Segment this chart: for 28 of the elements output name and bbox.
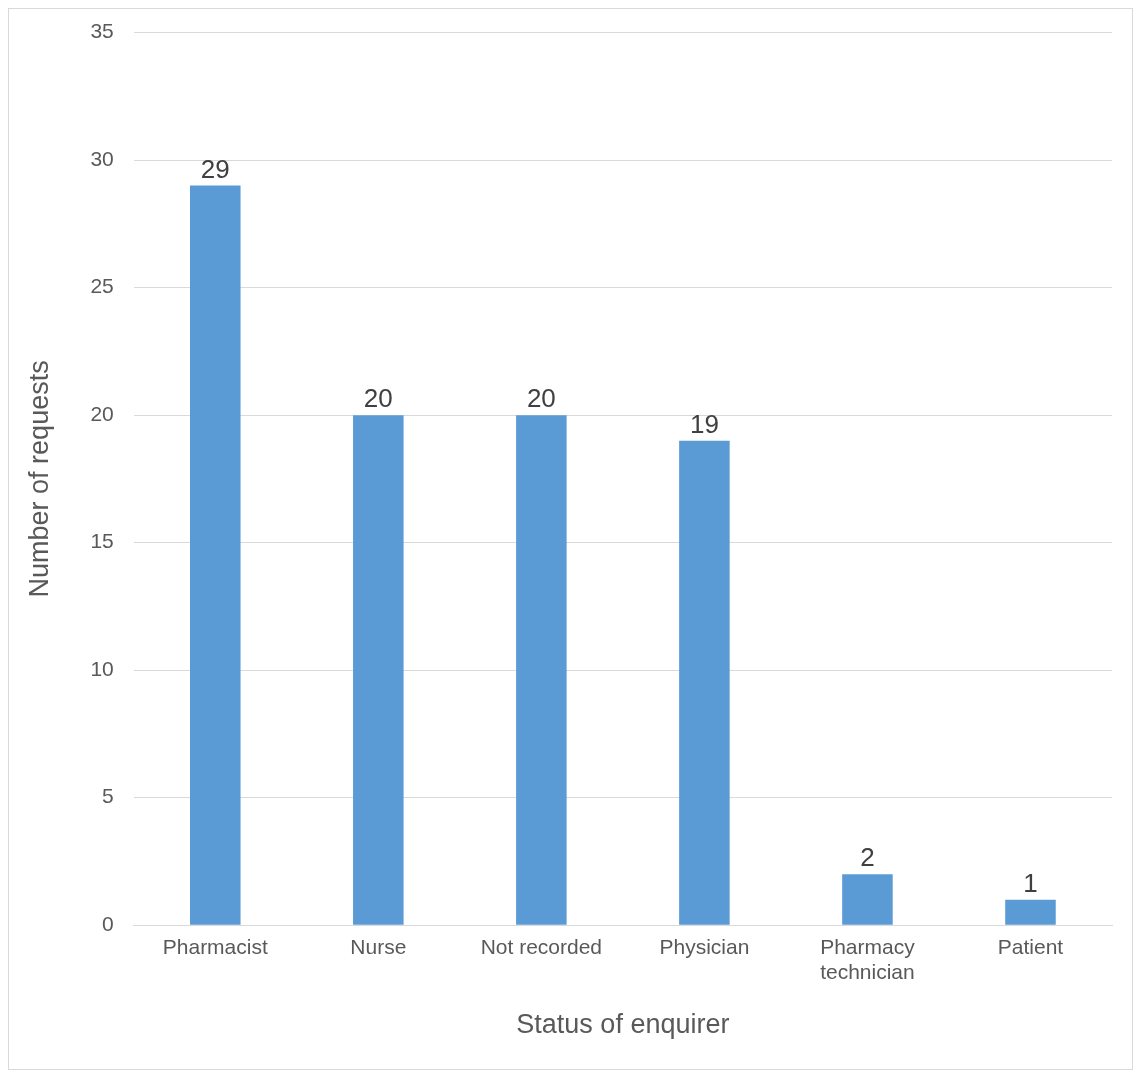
x-tick-label: Not recorded — [480, 934, 603, 958]
data-label: 20 — [363, 383, 393, 414]
data-label: 29 — [200, 153, 230, 184]
bar — [516, 415, 567, 925]
y-tick-label: 0 — [102, 912, 114, 935]
y-tick-label: 35 — [90, 19, 114, 43]
x-tick-label: Physician — [659, 934, 750, 958]
data-label: 20 — [526, 383, 556, 414]
x-tick-label: Pharmacy technician — [820, 934, 916, 983]
x-tick-label: Nurse — [350, 934, 407, 958]
y-axis-title: Number of requests — [23, 360, 54, 598]
y-tick-label: 25 — [90, 274, 114, 298]
bar — [353, 415, 404, 925]
data-label: 2 — [860, 842, 875, 873]
y-tick-label: 20 — [90, 401, 114, 425]
x-axis-title: Status of enquirer — [516, 1009, 730, 1040]
y-tick-label: 10 — [90, 656, 114, 680]
y-tick-label: 15 — [90, 529, 114, 553]
bar — [1005, 899, 1056, 925]
y-tick-label: 30 — [90, 146, 114, 170]
data-label: 19 — [689, 408, 719, 439]
y-tick-label: 5 — [102, 784, 114, 808]
bar — [190, 185, 241, 925]
bar — [679, 440, 730, 925]
x-tick-label: Pharmacist — [162, 934, 268, 958]
data-label: 1 — [1023, 867, 1038, 898]
bar — [842, 874, 893, 925]
x-tick-label: Patient — [997, 934, 1064, 958]
